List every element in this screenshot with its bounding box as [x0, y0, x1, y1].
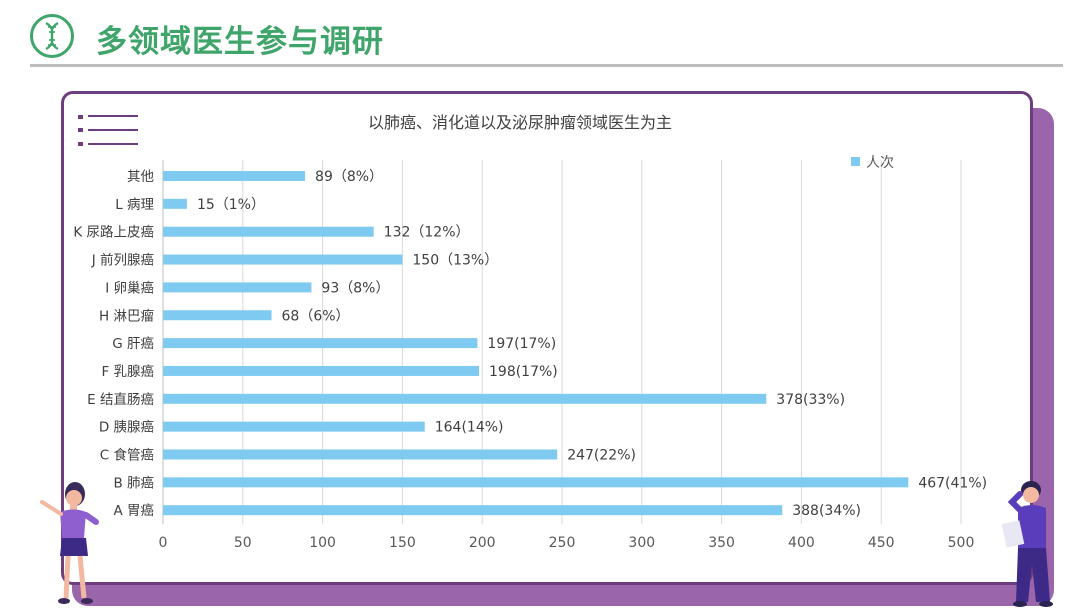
legend-swatch — [851, 157, 860, 166]
dna-icon — [30, 14, 74, 58]
bar — [163, 198, 187, 209]
bar — [163, 282, 312, 293]
data-label: 15（1%） — [197, 197, 265, 213]
woman-illustration-icon — [40, 482, 99, 604]
page-title: 多领域医生参与调研 — [96, 24, 384, 60]
category-label: A 胃癌 — [113, 503, 154, 519]
bar — [163, 477, 909, 488]
data-label: 150（13%） — [412, 253, 498, 269]
data-label: 198(17%) — [489, 364, 558, 380]
category-label: F 乳腺癌 — [101, 364, 154, 380]
x-tick-label: 450 — [868, 535, 895, 551]
data-label: 197(17%) — [487, 336, 556, 352]
x-tick-label: 0 — [159, 535, 168, 551]
bar — [163, 254, 403, 265]
x-tick-label: 350 — [708, 535, 735, 551]
category-label: D 胰腺癌 — [99, 420, 154, 436]
bar — [163, 338, 478, 349]
data-label: 93（8%） — [321, 280, 389, 296]
data-label: 388(34%) — [792, 503, 861, 519]
x-tick-label: 400 — [788, 535, 815, 551]
category-label: G 肝癌 — [112, 336, 154, 352]
x-tick-label: 100 — [309, 535, 336, 551]
man-illustration-icon — [1001, 481, 1053, 607]
x-tick-label: 200 — [469, 535, 496, 551]
x-tick-label: 50 — [234, 535, 252, 551]
legend-label: 人次 — [866, 155, 894, 171]
data-label: 247(22%) — [567, 448, 636, 464]
data-label: 68（6%） — [282, 308, 350, 324]
bar — [163, 393, 767, 404]
bar — [163, 505, 783, 516]
category-label: 其他 — [127, 169, 154, 185]
data-label: 164(14%) — [435, 420, 504, 436]
category-label: I 卵巢癌 — [105, 280, 154, 296]
data-label: 378(33%) — [776, 392, 845, 408]
bar — [163, 421, 425, 432]
data-label: 89（8%） — [315, 169, 383, 185]
x-tick-label: 500 — [948, 535, 975, 551]
header-divider — [30, 64, 1063, 67]
category-label: C 食管癌 — [100, 447, 154, 464]
bar — [163, 310, 272, 321]
data-label: 132（12%） — [384, 225, 470, 241]
list-menu-icon — [78, 115, 138, 146]
chart-title: 以肺癌、消化道以及泌尿肿瘤领域医生为主 — [367, 113, 672, 132]
category-label: K 尿路上皮癌 — [73, 225, 154, 241]
category-label: J 前列腺癌 — [91, 252, 154, 269]
category-label: E 结直肠癌 — [87, 392, 154, 408]
x-tick-label: 250 — [549, 535, 576, 551]
category-label: L 病理 — [115, 197, 154, 213]
bar — [163, 226, 374, 237]
bar — [163, 449, 558, 460]
x-tick-label: 300 — [628, 535, 655, 551]
data-label: 467(41%) — [918, 475, 987, 491]
category-label: B 肺癌 — [113, 475, 154, 491]
x-tick-label: 150 — [389, 535, 416, 551]
category-label: H 淋巴瘤 — [99, 307, 154, 324]
bar — [163, 171, 306, 181]
bar — [163, 365, 480, 376]
